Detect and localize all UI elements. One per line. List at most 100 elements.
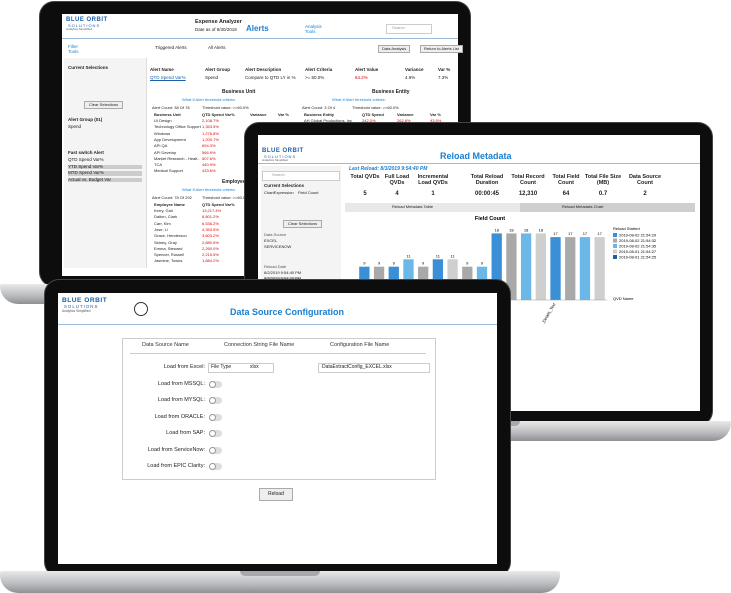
select-label: File Type bbox=[211, 364, 232, 370]
column-header: Alert Value bbox=[355, 67, 379, 72]
criteria: What If Alert threshold criteria: bbox=[182, 97, 236, 102]
kpi-label: Total Record Count bbox=[511, 174, 545, 186]
kpi-label: Total File Size (MB) bbox=[584, 174, 622, 186]
cell: Dalton, Clark bbox=[154, 214, 178, 220]
logo-name: BLUE ORBIT bbox=[66, 17, 108, 23]
cell: 2,215.5% bbox=[202, 252, 219, 258]
bar bbox=[432, 259, 444, 300]
row-label: Load from MSSQL: bbox=[157, 380, 205, 387]
cell: UI Design bbox=[154, 118, 172, 123]
input bbox=[318, 363, 430, 373]
search: Search bbox=[392, 25, 405, 30]
cell: 2,260.0% bbox=[202, 245, 219, 251]
button: Data Analysis bbox=[378, 45, 411, 53]
column-header: QTD Spend Var% bbox=[202, 202, 235, 207]
cell: API Develop bbox=[154, 149, 177, 155]
panel-title: Business Unit bbox=[222, 89, 256, 95]
row-label: Load from ORACLE: bbox=[154, 413, 205, 420]
app-name: Expense Analyzer bbox=[195, 19, 242, 25]
panel-title: Business Entity bbox=[372, 89, 410, 95]
cell: 4,353.5% bbox=[202, 226, 219, 232]
field-count-chart: Field Count99911911119918Employees_Text1… bbox=[357, 216, 657, 324]
toggle-knob bbox=[209, 413, 216, 421]
column-header: Var % bbox=[278, 112, 289, 117]
logo-sub: SOLUTIONS bbox=[64, 304, 99, 310]
legend-swatch bbox=[613, 244, 617, 248]
logo-tagline: Analytics Simplified bbox=[262, 158, 288, 162]
cell: 1,276.8% bbox=[202, 130, 219, 136]
column-header: Configuration File Name bbox=[330, 342, 390, 348]
kpi-label: Data Source Count bbox=[628, 174, 662, 186]
value-label: 9 bbox=[422, 261, 425, 266]
kpi-value: 12,310 bbox=[518, 191, 538, 197]
toggle-knob bbox=[209, 430, 216, 437]
criteria: What If Alert threshold criteria: bbox=[182, 187, 236, 192]
kpi-value: 4 bbox=[395, 191, 399, 197]
cell: Carr, Kim bbox=[154, 220, 171, 226]
reload-button[interactable]: Reload bbox=[259, 488, 293, 501]
cell: 2,108.7% bbox=[202, 118, 219, 123]
config-panel bbox=[122, 338, 436, 480]
kpi-label: Total Field Count bbox=[552, 174, 580, 186]
cell: 6,536.2% bbox=[202, 220, 219, 226]
tools: Analysis Tools bbox=[305, 24, 322, 34]
search-box bbox=[262, 171, 340, 181]
cell: 2,880.6% bbox=[202, 239, 219, 245]
input-value: DataExtractConfig_EXCEL.xlsx bbox=[322, 364, 392, 370]
list-item: EXCEL bbox=[264, 238, 278, 243]
cell: Windows bbox=[154, 130, 171, 136]
cell: 8,801.2% bbox=[202, 214, 219, 220]
tab: Reload Metadata Chart bbox=[562, 204, 604, 209]
cell: Medical Support bbox=[154, 168, 183, 174]
cell: 13,217.4% bbox=[202, 208, 222, 213]
heading: Current Selections bbox=[68, 65, 109, 70]
threshold: Threshold value: >=60.0% bbox=[202, 195, 249, 200]
count: Alert Count: 38 Of 78 bbox=[152, 105, 190, 110]
cell: AH Global Productions, Inc bbox=[304, 118, 353, 123]
legend-label: 2019-08-02 21:54:32 bbox=[619, 238, 657, 243]
bar bbox=[565, 237, 576, 300]
side-panel bbox=[64, 58, 147, 268]
cell: 433.6% bbox=[202, 168, 216, 174]
logo-sub: SOLUTIONS bbox=[68, 22, 101, 28]
logo-sub: SOLUTIONS bbox=[264, 153, 297, 159]
legend-swatch bbox=[613, 255, 617, 259]
bar bbox=[491, 233, 502, 300]
value-label: 9 bbox=[393, 261, 396, 266]
active-tab bbox=[520, 203, 695, 212]
cell: API QA bbox=[154, 143, 168, 149]
legend-label: 2019-08-02 21:54:29 bbox=[619, 233, 657, 238]
threshold: Threshold value: >=60.0% bbox=[202, 105, 249, 110]
threshold: Threshold value: >=60.0% bbox=[352, 105, 399, 110]
toggle-knob bbox=[209, 446, 216, 454]
heading: Data Source bbox=[264, 232, 287, 237]
column-header: Business Entity bbox=[304, 112, 335, 117]
toggle-knob bbox=[209, 463, 216, 470]
date: Date as of 8/30/2019 bbox=[195, 27, 237, 32]
kpi-value: 0.7 bbox=[598, 191, 608, 197]
legend-label: 2019-08-01 21:54:27 bbox=[619, 249, 657, 254]
cell: Jasmine, Towns bbox=[154, 258, 183, 264]
logo-name: BLUE ORBIT bbox=[262, 148, 304, 154]
cell: Technology Office Support bbox=[154, 124, 201, 130]
divider bbox=[62, 38, 458, 39]
bar bbox=[447, 259, 458, 300]
search: Search bbox=[272, 172, 285, 177]
value-label: 11 bbox=[436, 253, 441, 258]
list-item: 8/3/2019 9:54:40 PM bbox=[264, 276, 302, 281]
legend-label: 2019-08-02 21:54:35 bbox=[619, 244, 657, 249]
value: Spend bbox=[68, 124, 82, 129]
cell: Emma, Steward bbox=[154, 245, 183, 251]
value-label: 18 bbox=[509, 227, 514, 232]
bar bbox=[550, 237, 561, 300]
search-box bbox=[386, 24, 432, 34]
row-label: Load from EPIC Clarity: bbox=[147, 463, 205, 469]
cell: 1,353.5% bbox=[202, 124, 219, 130]
header-rule bbox=[130, 353, 426, 354]
value-label: 9 bbox=[378, 261, 381, 266]
cell: 242.0% bbox=[362, 118, 376, 123]
value-label: 11 bbox=[406, 253, 411, 258]
select bbox=[208, 363, 274, 373]
cell: 507.6% bbox=[202, 155, 216, 161]
bar bbox=[520, 233, 532, 300]
